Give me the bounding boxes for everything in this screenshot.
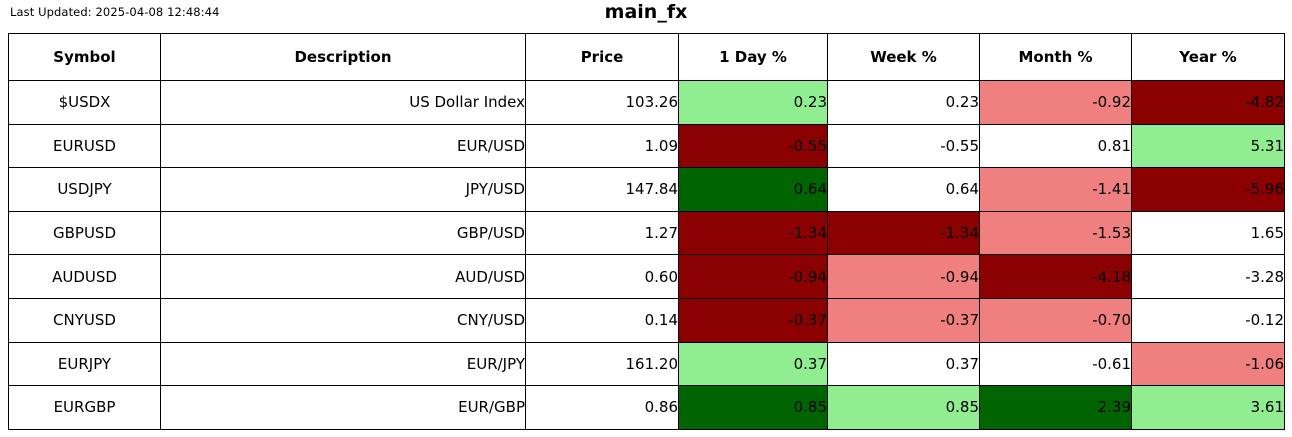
table-row: CNYUSD CNY/USD 0.14 -0.37 -0.37 -0.70 -0.12	[8, 297, 1285, 343]
table-row: EURUSD EUR/USD 1.09 -0.55 -0.55 0.81 5.31	[8, 123, 1285, 169]
description-cell: AUD/USD	[160, 254, 526, 299]
price-cell: 161.20	[525, 341, 679, 387]
column-header-4: Week %	[827, 33, 980, 81]
header-row: Symbol Description Price 1 Day % Week % Month…	[8, 33, 1285, 81]
change-cell: -1.06	[1131, 341, 1285, 387]
column-header-3: 1 Day %	[678, 33, 828, 81]
change-cell: -4.82	[1131, 80, 1285, 125]
change-cell: -0.55	[678, 123, 828, 169]
change-cell: -0.70	[979, 297, 1132, 343]
table-row: EURGBP EUR/GBP 0.86 0.85 0.85 2.39 3.61	[8, 385, 1285, 430]
change-cell: -0.55	[827, 123, 980, 169]
change-cell: 1.65	[1131, 210, 1285, 256]
change-cell: -0.37	[827, 297, 980, 343]
table-row: USDJPY JPY/USD 147.84 0.64 0.64 -1.41 -5.96	[8, 167, 1285, 212]
change-cell: -5.96	[1131, 167, 1285, 212]
last-updated-timestamp: Last Updated: 2025-04-08 12:48:44	[10, 5, 220, 19]
change-cell: 3.61	[1131, 385, 1285, 430]
symbol-cell: EURGBP	[8, 385, 161, 430]
change-cell: 2.39	[979, 385, 1132, 430]
change-cell: 0.37	[827, 341, 980, 387]
description-cell: GBP/USD	[160, 210, 526, 256]
column-header-1: Description	[160, 33, 526, 81]
change-cell: -0.37	[678, 297, 828, 343]
description-cell: EUR/GBP	[160, 385, 526, 430]
table-row: EURJPY EUR/JPY 161.20 0.37 0.37 -0.61 -1.06	[8, 341, 1285, 387]
change-cell: -0.94	[678, 254, 828, 299]
change-cell: -1.34	[827, 210, 980, 256]
change-cell: -0.61	[979, 341, 1132, 387]
page-title: main_fx	[604, 1, 688, 23]
description-cell: US Dollar Index	[160, 80, 526, 125]
price-cell: 147.84	[525, 167, 679, 212]
description-cell: CNY/USD	[160, 297, 526, 343]
change-cell: 0.23	[678, 80, 828, 125]
price-cell: 0.86	[525, 385, 679, 430]
symbol-cell: AUDUSD	[8, 254, 161, 299]
price-cell: 1.27	[525, 210, 679, 256]
change-cell: -3.28	[1131, 254, 1285, 299]
change-cell: -0.94	[827, 254, 980, 299]
change-cell: -1.34	[678, 210, 828, 256]
table-row: $USDX US Dollar Index 103.26 0.23 0.23 -0.92-…	[8, 80, 1285, 125]
change-cell: 0.85	[678, 385, 828, 430]
symbol-cell: GBPUSD	[8, 210, 161, 256]
change-cell: 0.23	[827, 80, 980, 125]
column-header-0: Symbol	[8, 33, 161, 81]
column-header-5: Month %	[979, 33, 1132, 81]
column-header-2: Price	[525, 33, 679, 81]
change-cell: -1.41	[979, 167, 1132, 212]
change-cell: 0.64	[678, 167, 828, 212]
description-cell: EUR/JPY	[160, 341, 526, 387]
price-cell: 0.60	[525, 254, 679, 299]
symbol-cell: EURUSD	[8, 123, 161, 169]
price-cell: 0.14	[525, 297, 679, 343]
fx-table: Symbol Description Price 1 Day % Week % Month…	[8, 33, 1285, 430]
price-cell: 1.09	[525, 123, 679, 169]
description-cell: JPY/USD	[160, 167, 526, 212]
symbol-cell: EURJPY	[8, 341, 161, 387]
symbol-cell: USDJPY	[8, 167, 161, 212]
change-cell: -4.18	[979, 254, 1132, 299]
symbol-cell: CNYUSD	[8, 297, 161, 343]
change-cell: 0.85	[827, 385, 980, 430]
change-cell: -1.53	[979, 210, 1132, 256]
table-body: $USDX US Dollar Index 103.26 0.23 0.23 -0.92-…	[8, 80, 1285, 430]
description-cell: EUR/USD	[160, 123, 526, 169]
change-cell: 0.81	[979, 123, 1132, 169]
table-row: AUDUSD AUD/USD 0.60 -0.94 -0.94 -4.18 -3.28	[8, 254, 1285, 299]
change-cell: 0.37	[678, 341, 828, 387]
change-cell: 5.31	[1131, 123, 1285, 169]
change-cell: 0.64	[827, 167, 980, 212]
change-cell: -0.92	[979, 80, 1132, 125]
table-row: GBPUSD GBP/USD 1.27 -1.34 -1.34 -1.53 1.65	[8, 210, 1285, 256]
column-header-6: Year %	[1131, 33, 1285, 81]
price-cell: 103.26	[525, 80, 679, 125]
symbol-cell: $USDX	[8, 80, 161, 125]
change-cell: -0.12	[1131, 297, 1285, 343]
